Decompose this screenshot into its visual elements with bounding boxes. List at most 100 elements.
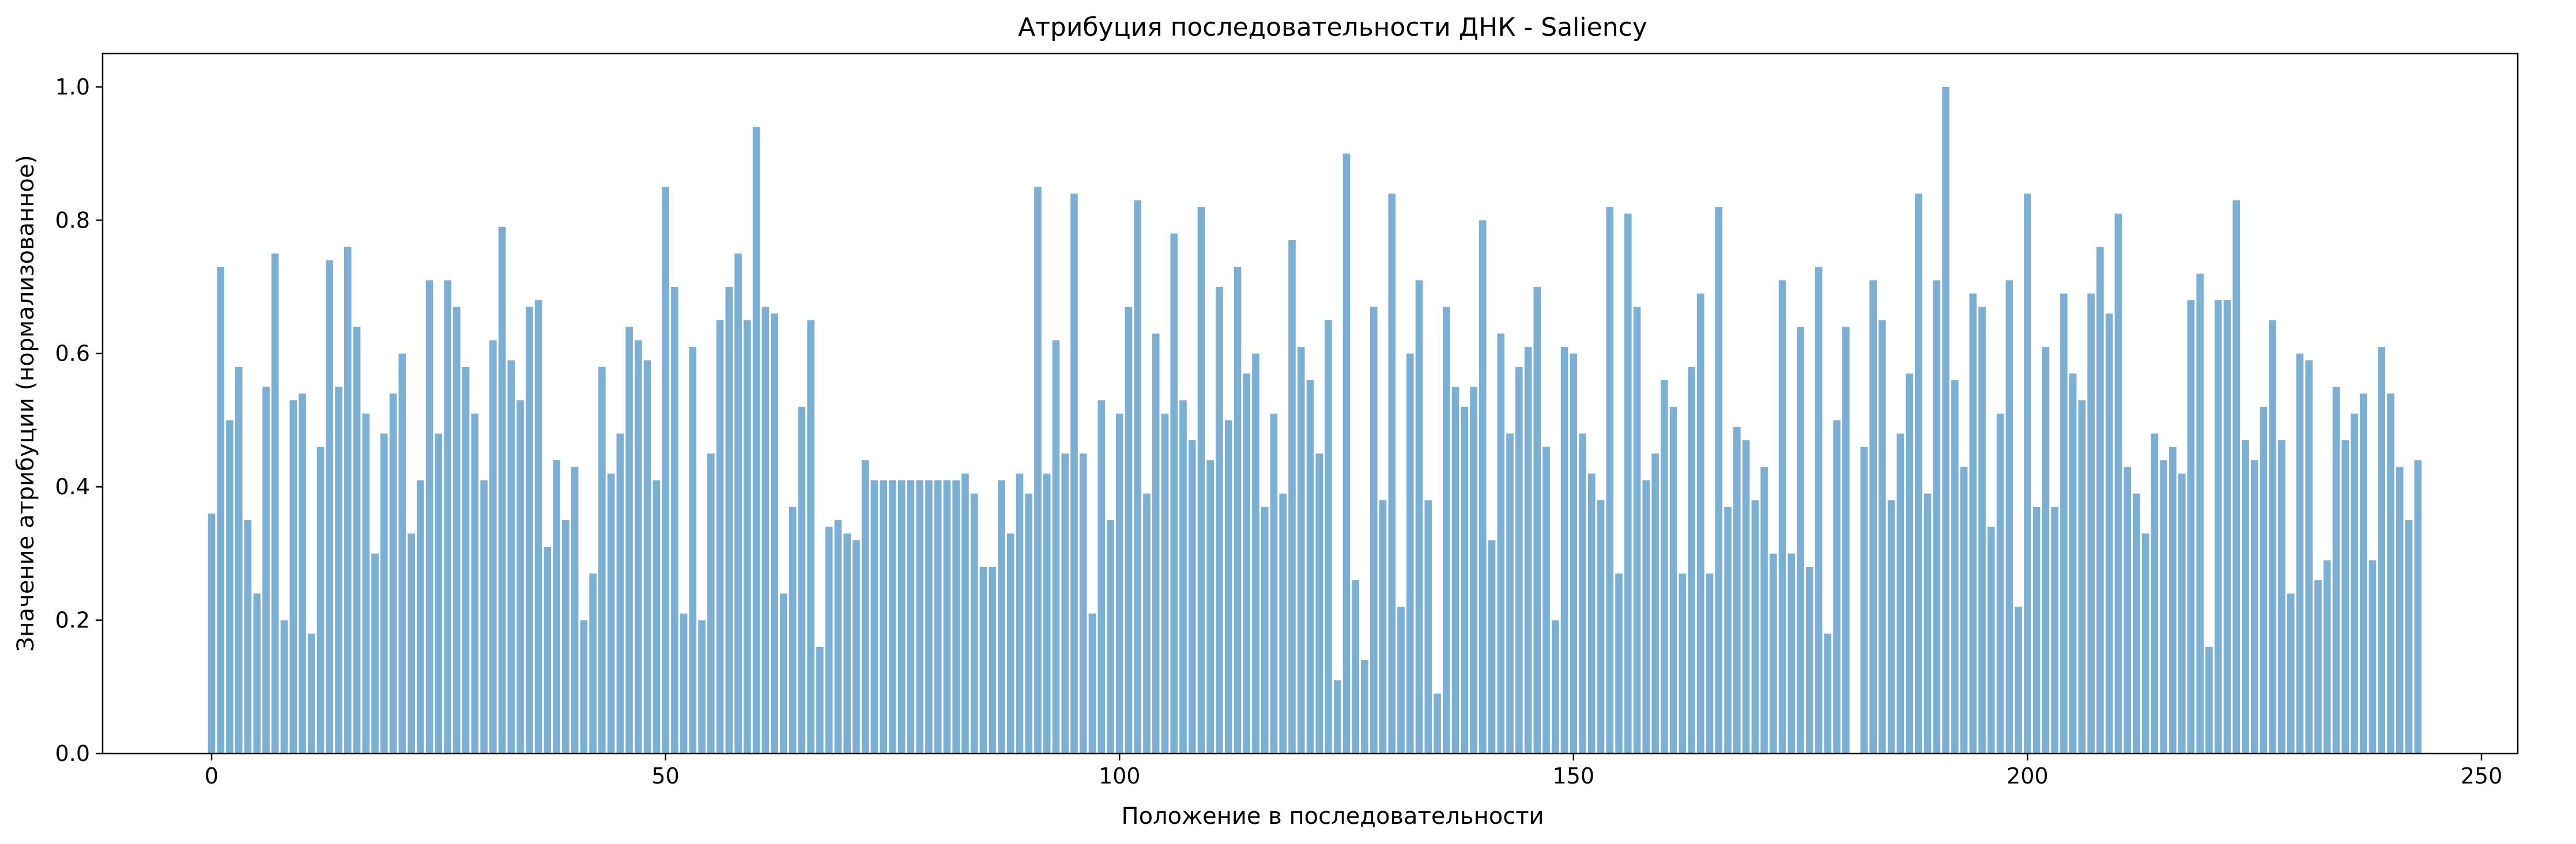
bar [562,520,569,754]
bar [2042,347,2050,754]
bar [553,460,560,754]
bar [2359,393,2367,754]
bar [1470,387,1477,754]
bar [580,620,588,754]
bar [453,306,461,754]
bar [643,360,651,754]
bar [1061,453,1069,754]
bar [544,547,552,754]
bar [235,366,243,754]
bar [1107,520,1114,754]
bar [1615,573,1623,754]
y-tick-label: 0.4 [55,474,90,499]
bar [271,253,279,754]
bar [2305,360,2313,754]
bar [662,187,669,754]
bar [1333,680,1341,754]
bar [1706,573,1714,754]
bar [761,306,770,754]
y-axis-ticks: 0.0 0.2 0.4 0.6 0.8 1.0 [55,74,103,766]
bar [1361,660,1368,754]
bar [1442,306,1450,754]
bar [780,593,787,754]
bar [1506,433,1514,754]
bar [1161,413,1169,754]
bar [1742,440,1750,754]
bar [2387,393,2394,754]
bar [2368,560,2377,754]
bar [2287,593,2295,754]
bar [2060,293,2068,754]
bar [1397,607,1405,754]
bar [1434,693,1441,754]
bar [2314,580,2322,754]
bar [2141,533,2149,754]
bar [398,353,406,754]
bar [925,480,933,754]
bar [771,313,778,754]
bar [1915,194,1922,754]
bar [444,280,451,754]
bars [208,86,2422,754]
bar [2151,433,2159,754]
bar [2160,460,2167,754]
bar [1751,500,1759,754]
bar [1288,240,1296,754]
bar [870,480,878,754]
plot-frame [101,52,2519,755]
bar [2378,347,2386,754]
bar [916,480,923,754]
bar [244,520,252,754]
bar [2133,493,2140,754]
bar [589,573,597,754]
bar [1206,460,1215,754]
bar [1633,306,1641,754]
bar [853,540,860,754]
bar [961,474,969,754]
bar [1869,280,1877,754]
bar [344,247,352,754]
bar [1252,353,1259,754]
bar [907,480,915,754]
bar [208,513,216,754]
bar [798,407,806,754]
x-tick-label: 50 [651,763,679,789]
bar [1216,287,1223,754]
bar [425,280,433,754]
bar [1134,200,1142,754]
bar [2078,400,2086,754]
bar [1115,413,1123,754]
y-tick-label: 0.8 [55,207,90,233]
bar [471,413,479,754]
bar [353,327,361,754]
bar [571,467,579,754]
bar [816,646,824,754]
bar [707,453,715,754]
bar [1815,267,1823,754]
bar [698,620,706,754]
bar [2269,320,2276,754]
bar [680,614,688,754]
bar [897,480,906,754]
bar [1597,500,1605,754]
bar [1797,327,1804,754]
bar [1560,347,1568,754]
bar [1088,614,1096,754]
bar [1342,153,1351,754]
x-tick-label: 100 [1099,763,1141,789]
bar [1170,233,1178,754]
x-tick-label: 250 [2461,763,2503,789]
bar [1388,194,1396,754]
bar [2341,440,2349,754]
bar [2114,213,2122,754]
bar [1879,320,1886,754]
bar [1896,433,1904,754]
bar [889,480,896,754]
bar [998,480,1005,754]
bar [1679,573,1687,754]
bar [1025,493,1032,754]
bar [1969,293,1977,754]
bar [752,127,760,754]
bar [2223,300,2231,754]
y-tick-label: 1.0 [55,74,90,100]
